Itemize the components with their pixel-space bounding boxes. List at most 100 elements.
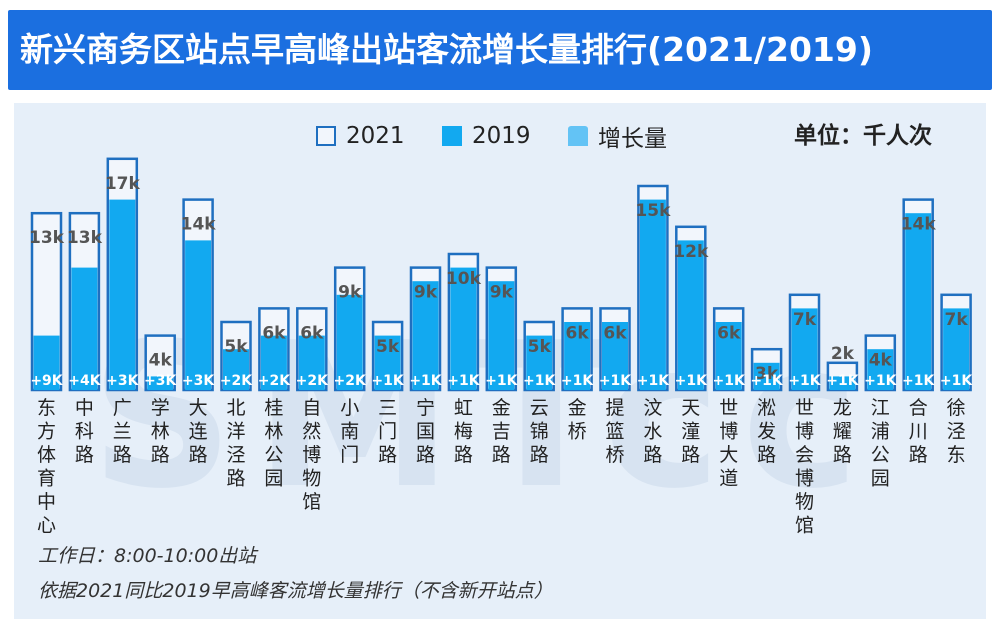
- category-label-char: 路: [189, 444, 208, 466]
- category-label-char: 门: [340, 444, 359, 466]
- growth-label: +1K: [940, 373, 973, 389]
- growth-label: +1K: [902, 373, 935, 389]
- legend-item-2019: 2019: [442, 119, 531, 153]
- bar-2019: [488, 281, 515, 390]
- value-label-2021: 3k: [755, 364, 779, 384]
- growth-label: +1K: [864, 373, 897, 389]
- bar-2019: [791, 308, 818, 390]
- unit-label: 单位：千人次: [794, 123, 932, 149]
- growth-label: +3K: [144, 373, 177, 389]
- category-label-char: 篮: [605, 421, 624, 443]
- growth-label: +1K: [788, 373, 821, 389]
- growth-label: +3K: [106, 373, 139, 389]
- value-label-2021: 5k: [224, 337, 248, 357]
- growth-label: +2K: [334, 373, 367, 389]
- bar-2019: [71, 267, 98, 390]
- category-label-char: 路: [909, 444, 928, 466]
- category-label-char: 林: [264, 421, 283, 443]
- growth-label: +1K: [637, 373, 670, 389]
- legend: 2021 2019 增长量: [316, 119, 736, 153]
- category-label-char: 泾: [947, 421, 966, 443]
- value-label-2021: 2k: [831, 344, 855, 364]
- category-label-char: 学: [151, 397, 170, 419]
- category-label-char: 博: [719, 421, 738, 443]
- value-label-2021: 14k: [181, 215, 217, 235]
- note-workday: 工作日：8:00-10:00出站: [38, 545, 257, 567]
- category-label-char: 潼: [681, 421, 700, 443]
- category-label-char: 门: [378, 421, 397, 443]
- growth-label: +1K: [675, 373, 708, 389]
- value-label-2021: 5k: [528, 337, 552, 357]
- note-method: 依据2021同比2019早高峰客流增长量排行（不含新开站点）: [38, 580, 553, 602]
- legend-item-2021: 2021: [316, 119, 405, 153]
- bar-2019: [943, 308, 970, 390]
- category-label-char: 北: [226, 397, 245, 419]
- category-label-char: 江: [871, 397, 890, 419]
- bar-2019: [185, 240, 212, 390]
- category-label-char: 南: [340, 421, 359, 443]
- value-label-2021: 9k: [338, 283, 362, 303]
- bar-2019: [526, 335, 553, 390]
- legend-swatch-2021: [316, 126, 336, 146]
- value-label-2021: 6k: [300, 323, 324, 343]
- category-label-char: 林: [151, 421, 170, 443]
- bar-2019: [298, 335, 325, 390]
- category-label-char: 宁: [416, 397, 435, 419]
- category-label-char: 桥: [605, 444, 624, 466]
- growth-label: +9K: [30, 373, 63, 389]
- category-label-char: 川: [909, 421, 928, 443]
- category-label-char: 徐: [947, 397, 966, 419]
- growth-label: +1K: [561, 373, 594, 389]
- value-label-2021: 13k: [67, 228, 103, 248]
- category-label-char: 路: [643, 444, 662, 466]
- category-label-char: 园: [871, 468, 890, 490]
- legend-label-2021: 2021: [346, 123, 405, 149]
- value-label-2021: 9k: [490, 283, 514, 303]
- bar-2019: [412, 281, 439, 390]
- legend-swatch-2019: [442, 126, 462, 146]
- category-label-char: 博: [795, 468, 814, 490]
- category-label-char: 国: [416, 421, 435, 443]
- bar-2019: [564, 322, 591, 390]
- growth-label: +2K: [258, 373, 291, 389]
- value-label-2021: 4k: [149, 351, 173, 371]
- category-label-char: 桂: [264, 397, 283, 419]
- title-banner: 新兴商务区站点早高峰出站客流增长量排行(2021/2019): [0, 0, 1000, 98]
- category-label-char: 虹: [454, 397, 473, 419]
- value-label-2021: 7k: [793, 310, 817, 330]
- category-label-char: 金: [492, 397, 511, 419]
- category-label-char: 路: [75, 444, 94, 466]
- growth-label: +1K: [750, 373, 783, 389]
- category-label-char: 梅: [454, 421, 473, 443]
- category-label-char: 浦: [871, 421, 890, 443]
- category-label-char: 中: [37, 491, 56, 513]
- bar-2019: [715, 322, 742, 390]
- category-label-char: 云: [530, 397, 549, 419]
- chart-title: 新兴商务区站点早高峰出站客流增长量排行(2021/2019): [20, 30, 873, 69]
- bar-2019: [223, 349, 249, 390]
- category-label-char: 会: [795, 444, 814, 466]
- growth-label: +3K: [182, 373, 215, 389]
- category-label-char: 物: [302, 468, 321, 490]
- category-label-char: 龙: [833, 397, 852, 419]
- bar-2019: [639, 199, 666, 390]
- category-label-char: 然: [302, 421, 321, 443]
- category-label-char: 体: [37, 444, 56, 466]
- category-label-char: 公: [871, 444, 890, 466]
- category-label-char: 兰: [113, 421, 132, 443]
- bar-2019: [109, 199, 136, 390]
- category-label-char: 路: [492, 444, 511, 466]
- category-label-char: 道: [719, 468, 738, 490]
- bar-2019: [147, 376, 174, 390]
- value-label-2021: 9k: [414, 283, 438, 303]
- category-label-char: 天: [681, 397, 700, 419]
- value-label-2021: 7k: [945, 310, 969, 330]
- category-label-char: 提: [605, 397, 624, 419]
- category-label-char: 方: [37, 421, 56, 443]
- category-label-char: 馆: [795, 515, 814, 537]
- growth-label: +1K: [371, 373, 404, 389]
- bar-2019: [33, 335, 60, 390]
- value-label-2021: 6k: [566, 323, 590, 343]
- category-label-char: 路: [378, 444, 397, 466]
